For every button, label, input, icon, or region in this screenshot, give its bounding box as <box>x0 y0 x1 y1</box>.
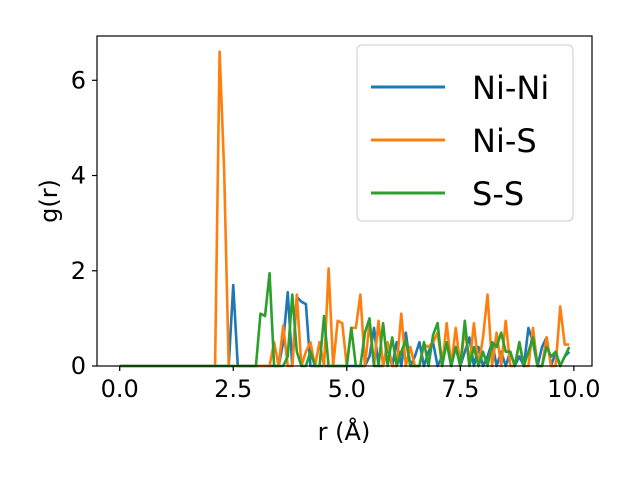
x-tick-label: 10.0 <box>547 375 600 403</box>
y-axis-label: g(r) <box>35 179 63 223</box>
x-tick-label: 7.5 <box>441 375 479 403</box>
y-tick-label: 2 <box>71 257 86 285</box>
x-tick-label: 0.0 <box>101 375 139 403</box>
axes-frame <box>96 35 593 367</box>
series-line-s-s <box>119 271 571 368</box>
legend-label-s-s: S-S <box>472 175 524 213</box>
legend-label-ni-ni: Ni-Ni <box>472 69 549 107</box>
y-tick-label: 4 <box>71 162 86 190</box>
legend-label-ni-s: Ni-S <box>472 122 537 160</box>
legend-box <box>356 44 574 222</box>
x-axis-ticks: 0.0 2.5 5.0 7.5 10.0 <box>101 366 601 403</box>
y-axis-ticks: 0 2 4 6 <box>71 66 97 380</box>
legend: Ni-Ni Ni-S S-S <box>356 44 574 222</box>
y-tick-label: 0 <box>71 352 86 380</box>
x-axis-label: r (Å) <box>318 417 371 446</box>
plot-lines <box>119 50 571 368</box>
y-tick-label: 6 <box>71 66 86 94</box>
x-tick-label: 5.0 <box>328 375 366 403</box>
x-tick-label: 2.5 <box>214 375 252 403</box>
